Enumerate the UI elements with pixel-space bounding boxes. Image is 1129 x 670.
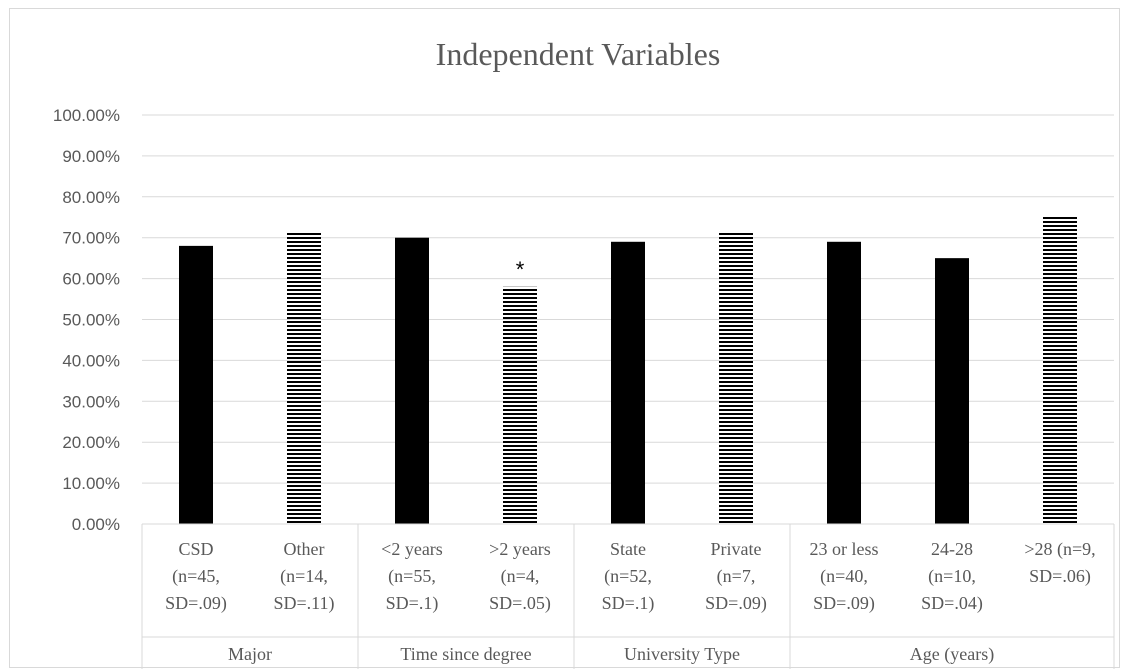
x-category-label: SD=.1) (386, 593, 439, 614)
group-label: University Type (624, 644, 740, 664)
x-category-label: (n=7, (717, 566, 756, 587)
bar (719, 231, 753, 524)
bar (611, 241, 645, 525)
y-tick-label: 80.00% (62, 188, 120, 207)
x-category-label: 24-28 (931, 539, 973, 559)
x-category-label: (n=40, (820, 566, 868, 587)
y-tick-label: 60.00% (62, 270, 120, 289)
x-category-label: (n=52, (604, 566, 652, 587)
x-category-label: SD=.04) (921, 593, 983, 614)
y-tick-label: 70.00% (62, 229, 120, 248)
significance-marker: * (516, 257, 525, 282)
x-category-label: SD=.11) (274, 593, 335, 614)
chart-svg: Independent Variables * 0.00% 10.00% 20.00… (53, 36, 1115, 669)
x-category-label: SD=.05) (489, 593, 551, 614)
x-category-label: (n=45, (172, 566, 220, 587)
group-label: Age (years) (910, 644, 994, 665)
x-category-label: Private (711, 539, 762, 559)
x-category-label: >28 (n=9, (1024, 539, 1095, 560)
x-category-label: >2 years (489, 539, 551, 559)
x-category-label: (n=10, (928, 566, 976, 587)
x-category-label: (n=55, (388, 566, 436, 587)
y-tick-label: 30.00% (62, 392, 120, 411)
x-category-label: State (610, 539, 646, 559)
chart-title: Independent Variables (436, 36, 721, 72)
y-tick-label: 90.00% (62, 147, 120, 166)
bar (395, 237, 429, 524)
group-label: Time since degree (400, 644, 531, 664)
x-category-label: <2 years (381, 539, 443, 559)
x-category-label: SD=.09) (165, 593, 227, 614)
bar-layer: * (179, 215, 1077, 525)
y-tick-label: 0.00% (72, 515, 120, 534)
y-tick-label: 50.00% (62, 311, 120, 330)
x-category-label: (n=14, (280, 566, 328, 587)
group-label: Major (228, 644, 272, 664)
x-category-label: 23 or less (810, 539, 879, 559)
chart-frame: Independent Variables * 0.00% 10.00% 20.00… (9, 8, 1120, 669)
y-tick-label: 40.00% (62, 351, 120, 370)
bar (827, 241, 861, 525)
x-category-label: (n=4, (501, 566, 540, 587)
x-category-label: CSD (178, 539, 213, 559)
y-tick-label: 20.00% (62, 433, 120, 452)
axis-layer: 0.00% 10.00% 20.00% 30.00% 40.00% 50.00% 60.00… (53, 106, 1115, 669)
x-category-label: SD=.09) (705, 593, 767, 614)
x-category-label: Other (284, 539, 325, 559)
bar (287, 231, 321, 524)
bar (935, 258, 969, 524)
bar (503, 286, 537, 524)
y-tick-label: 10.00% (62, 474, 120, 493)
bar (179, 245, 213, 524)
y-tick-label: 100.00% (53, 106, 120, 125)
x-category-label: SD=.06) (1029, 566, 1091, 587)
x-category-label: SD=.1) (602, 593, 655, 614)
x-category-label: SD=.09) (813, 593, 875, 614)
bar (1043, 215, 1077, 524)
